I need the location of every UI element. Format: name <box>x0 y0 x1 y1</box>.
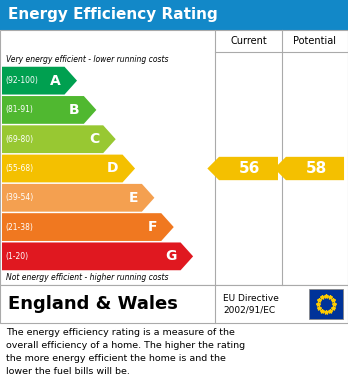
Polygon shape <box>2 126 116 153</box>
Bar <box>309 289 343 319</box>
Text: Not energy efficient - higher running costs: Not energy efficient - higher running co… <box>6 273 168 283</box>
Text: EU Directive
2002/91/EC: EU Directive 2002/91/EC <box>223 294 279 314</box>
Text: (92-100): (92-100) <box>5 76 38 85</box>
Text: G: G <box>165 249 176 264</box>
Polygon shape <box>274 157 344 180</box>
Text: (21-38): (21-38) <box>5 222 33 231</box>
Polygon shape <box>2 154 135 182</box>
Text: The energy efficiency rating is a measure of the
overall efficiency of a home. T: The energy efficiency rating is a measur… <box>6 328 245 375</box>
Bar <box>0 0 348 30</box>
Text: (69-80): (69-80) <box>5 135 33 144</box>
Polygon shape <box>2 213 174 241</box>
Bar <box>0 285 348 323</box>
Text: D: D <box>107 161 119 176</box>
Text: Very energy efficient - lower running costs: Very energy efficient - lower running co… <box>6 54 168 63</box>
Polygon shape <box>2 96 96 124</box>
Text: (81-91): (81-91) <box>5 106 33 115</box>
Text: (55-68): (55-68) <box>5 164 33 173</box>
Text: Current: Current <box>230 36 267 46</box>
Polygon shape <box>2 67 77 95</box>
Text: Energy Efficiency Rating: Energy Efficiency Rating <box>8 7 218 23</box>
Text: (1-20): (1-20) <box>5 252 28 261</box>
Text: F: F <box>148 220 157 234</box>
Text: Potential: Potential <box>293 36 337 46</box>
Text: A: A <box>50 74 61 88</box>
Polygon shape <box>207 157 278 180</box>
Polygon shape <box>2 242 193 270</box>
Text: E: E <box>128 191 138 205</box>
Text: (39-54): (39-54) <box>5 193 33 202</box>
Text: C: C <box>89 132 99 146</box>
Text: England & Wales: England & Wales <box>8 295 178 313</box>
Text: 56: 56 <box>239 161 261 176</box>
Text: 58: 58 <box>306 161 327 176</box>
Polygon shape <box>2 184 155 212</box>
Bar <box>0 30 348 285</box>
Text: B: B <box>69 103 80 117</box>
